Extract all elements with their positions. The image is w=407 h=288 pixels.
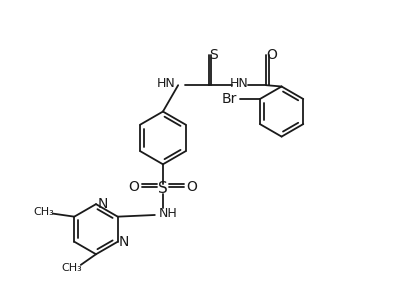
Text: HN: HN <box>157 77 175 90</box>
Text: N: N <box>97 197 108 211</box>
Text: HN: HN <box>230 77 248 90</box>
Text: S: S <box>158 181 168 196</box>
Text: O: O <box>266 48 277 62</box>
Text: O: O <box>128 180 139 194</box>
Text: CH₃: CH₃ <box>34 206 55 217</box>
Text: O: O <box>187 180 197 194</box>
Text: S: S <box>210 48 218 62</box>
Text: NH: NH <box>158 207 177 220</box>
Text: CH₃: CH₃ <box>61 263 82 273</box>
Text: Br: Br <box>222 92 237 106</box>
Text: N: N <box>119 235 129 249</box>
